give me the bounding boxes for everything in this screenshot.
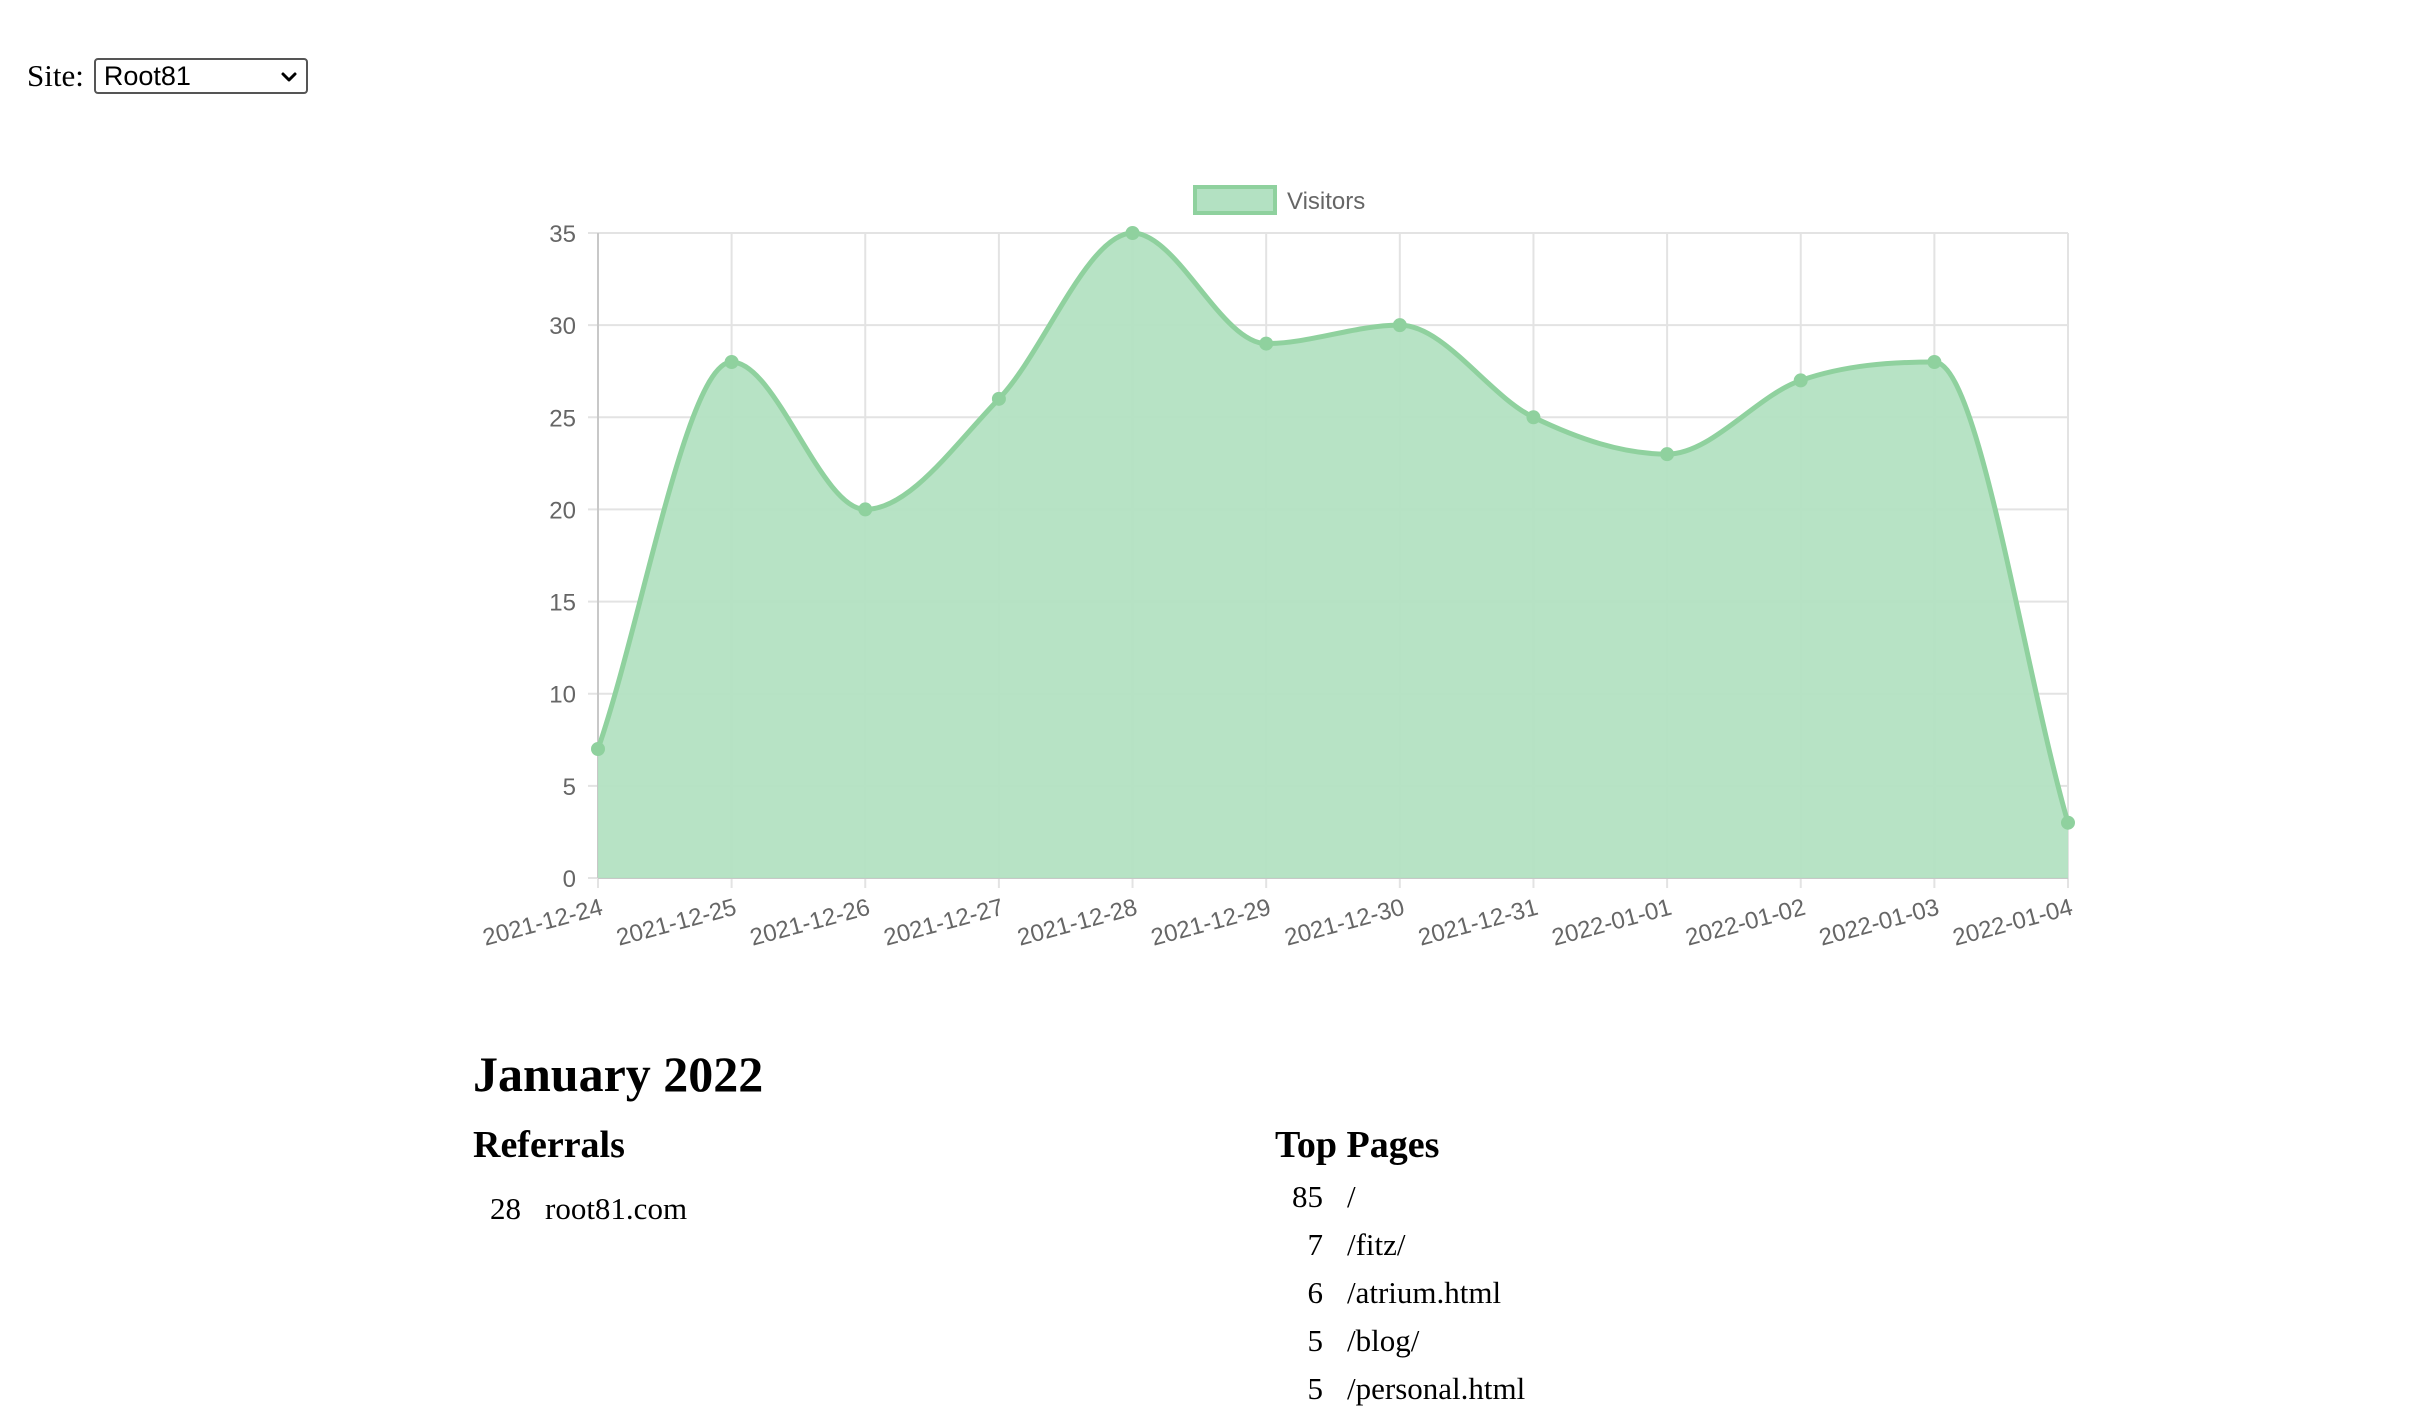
- top-page-row-label: /: [1347, 1179, 1356, 1214]
- y-tick-label: 15: [549, 590, 576, 617]
- top-page-row-count: 7: [1307, 1227, 1324, 1262]
- y-tick-label: 20: [549, 497, 576, 524]
- top-page-row-label: /atrium.html: [1347, 1275, 1502, 1310]
- referral-row-label: root81.com: [545, 1191, 688, 1226]
- y-tick-label: 5: [563, 774, 576, 801]
- data-point: [1793, 373, 1808, 388]
- top-page-row-count: 85: [1292, 1179, 1323, 1214]
- data-point: [2061, 815, 2075, 830]
- x-tick-label: 2021-12-26: [747, 894, 873, 952]
- top-page-row: 5/blog/: [1275, 1317, 1525, 1365]
- month-title: January 2022: [473, 1046, 764, 1102]
- site-select-value: Root81: [103, 61, 191, 91]
- x-tick-label: 2021-12-24: [480, 894, 606, 952]
- data-point: [1526, 410, 1541, 425]
- data-point: [724, 355, 739, 369]
- top-page-row-label: /fitz/: [1347, 1227, 1406, 1262]
- y-tick-label: 25: [549, 405, 576, 432]
- legend-swatch: [1193, 185, 1277, 215]
- site-selector-row: Site: Root81: [27, 56, 308, 96]
- referral-row: 28 root81.com: [473, 1185, 687, 1233]
- x-tick-label: 2022-01-01: [1549, 894, 1675, 952]
- top-page-row-label: /blog/: [1347, 1323, 1420, 1358]
- x-tick-label: 2022-01-03: [1816, 894, 1942, 952]
- site-select[interactable]: Root81: [93, 58, 308, 94]
- top-pages-list: 85/7/fitz/6/atrium.html 5/blog/5/personal…: [1275, 1173, 1525, 1413]
- data-point: [991, 391, 1006, 406]
- top-page-row-label: /personal.html: [1347, 1371, 1526, 1406]
- referral-row-count: 28: [490, 1191, 521, 1226]
- chevron-down-icon: [281, 72, 297, 82]
- data-point: [1927, 355, 1942, 369]
- top-page-row-count: 6: [1307, 1275, 1324, 1310]
- x-tick-label: 2021-12-25: [614, 894, 740, 952]
- data-point: [858, 502, 873, 517]
- data-point: [1125, 226, 1140, 240]
- x-tick-label: 2021-12-28: [1015, 894, 1141, 952]
- visitors-area: [598, 233, 2068, 878]
- y-tick-label: 35: [549, 221, 576, 248]
- top-page-row-count: 5: [1307, 1323, 1324, 1358]
- top-page-row: 6/atrium.html: [1275, 1269, 1525, 1317]
- x-tick-label: 2021-12-30: [1282, 894, 1408, 952]
- x-tick-label: 2021-12-29: [1148, 894, 1274, 952]
- y-tick-label: 30: [549, 313, 576, 340]
- referrals-title: Referrals: [473, 1124, 625, 1166]
- top-page-row-count: 5: [1307, 1371, 1324, 1406]
- x-tick-label: 2021-12-31: [1415, 894, 1541, 952]
- x-tick-label: 2022-01-04: [1950, 894, 2076, 952]
- data-point: [1392, 318, 1407, 333]
- top-page-row: 7/fitz/: [1275, 1221, 1525, 1269]
- site-label: Site:: [27, 58, 84, 93]
- data-point: [1660, 447, 1675, 462]
- referrals-list: 28 root81.com: [473, 1185, 687, 1233]
- x-tick-label: 2021-12-27: [881, 894, 1007, 952]
- top-page-row: 5/personal.html: [1275, 1365, 1526, 1413]
- x-tick-label: 2022-01-02: [1683, 894, 1809, 952]
- data-point: [1259, 336, 1274, 351]
- top-page-row: 85 /: [1275, 1173, 1525, 1221]
- legend-label: Visitors: [1287, 188, 1365, 215]
- visitors-line: [595, 230, 2071, 824]
- data-point: [591, 742, 605, 756]
- top-pages-title: Top Pages: [1275, 1124, 1440, 1166]
- y-tick-label: 10: [549, 682, 576, 709]
- y-tick-label: 0: [563, 866, 576, 893]
